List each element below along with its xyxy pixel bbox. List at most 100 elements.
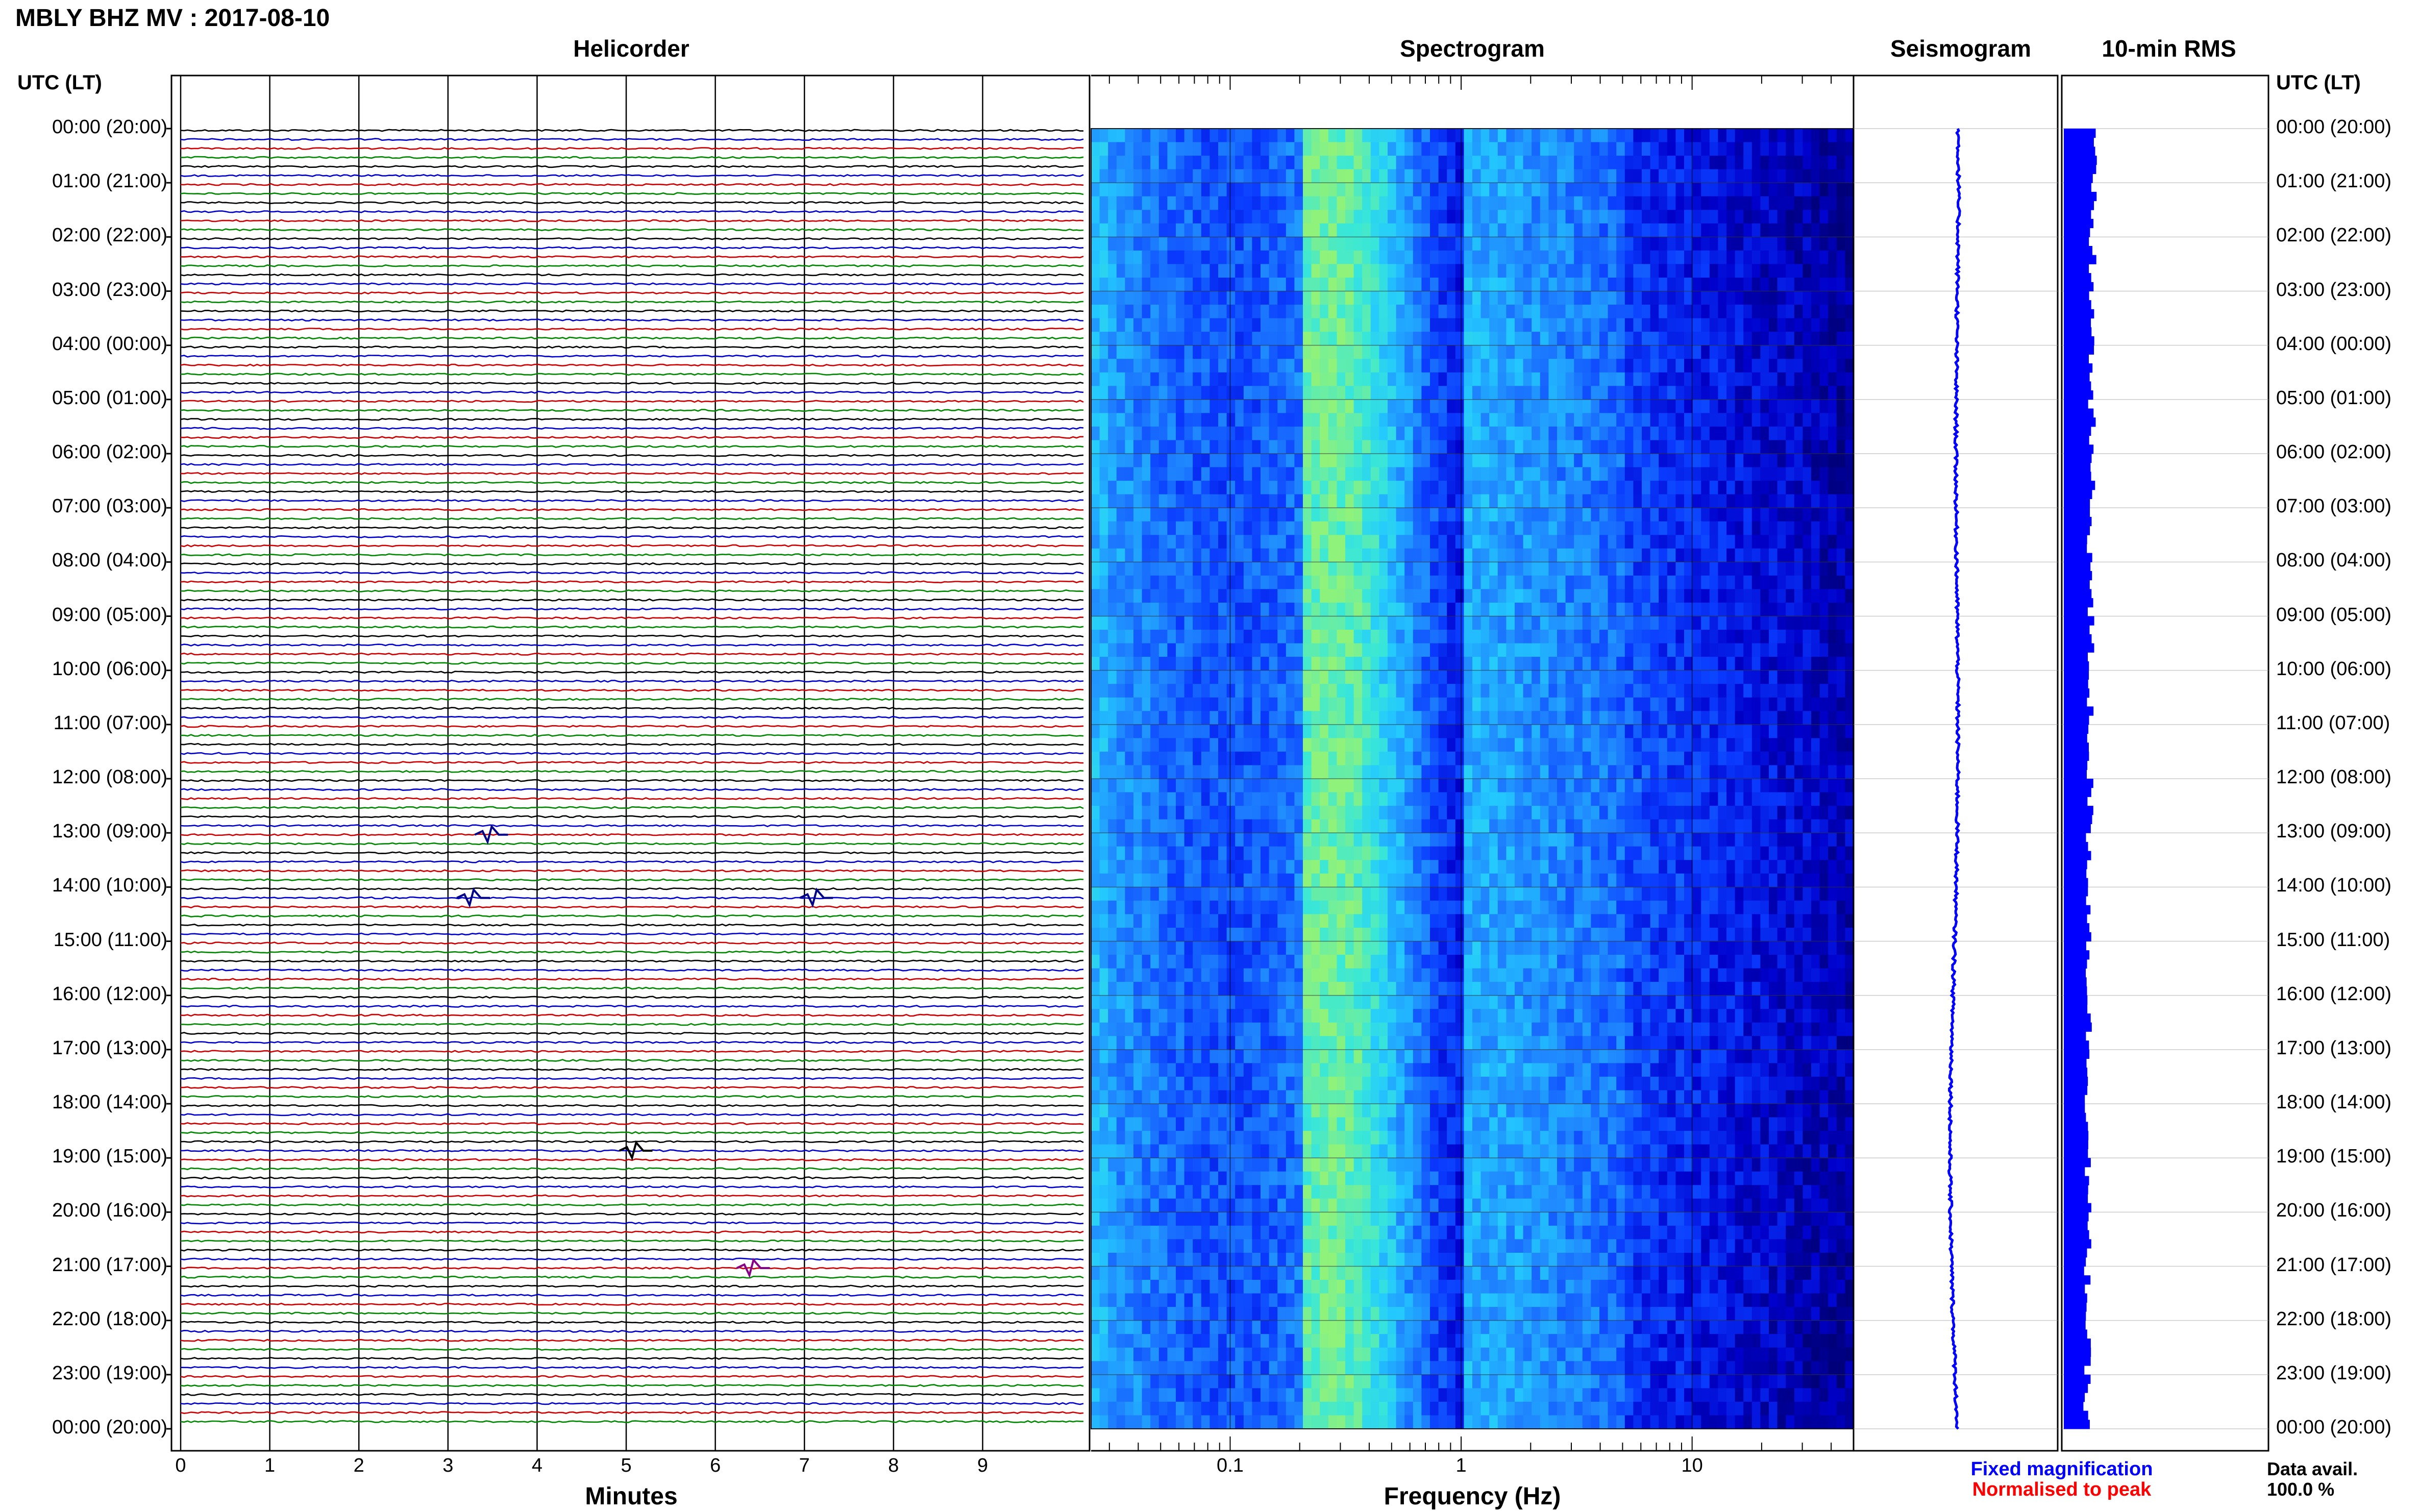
- spectrogram-cell: [1735, 156, 1744, 170]
- spectrogram-cell: [1599, 426, 1609, 440]
- spectrogram-cell: [1201, 467, 1210, 481]
- spectrogram-cell: [1116, 548, 1125, 562]
- spectrogram-cell: [1548, 237, 1558, 251]
- spectrogram-cell: [1777, 250, 1786, 264]
- spectrogram-cell: [1709, 196, 1718, 210]
- spectrogram-cell: [1176, 440, 1185, 454]
- spectrogram-cell: [1642, 345, 1651, 359]
- spectrogram-cell: [1582, 616, 1591, 630]
- spectrogram-cell: [1743, 237, 1752, 251]
- spectrogram-cell: [1667, 169, 1676, 183]
- spectrogram-cell: [1447, 372, 1456, 386]
- spectrogram-cell: [1760, 426, 1769, 440]
- spectrogram-cell: [1557, 142, 1566, 156]
- spectrogram-cell: [1743, 386, 1752, 400]
- spectrogram-cell: [1438, 643, 1447, 657]
- spectrogram-cell: [1616, 792, 1625, 806]
- spectrogram-cell: [1819, 305, 1829, 319]
- spectrogram-cell: [1294, 169, 1303, 183]
- spectrogram-cell: [1388, 210, 1397, 224]
- spectrogram-cell: [1828, 481, 1837, 495]
- spectrogram-cell: [1751, 291, 1761, 305]
- spectrogram-cell: [1667, 684, 1676, 698]
- spectrogram-cell: [1210, 305, 1219, 319]
- spectrogram-cell: [1455, 765, 1464, 779]
- spectrogram-cell: [1099, 399, 1108, 413]
- spectrogram-cell: [1819, 724, 1829, 738]
- spectrogram-cell: [1210, 399, 1219, 413]
- spectrogram-cell: [1819, 711, 1829, 725]
- spectrogram-cell: [1464, 603, 1473, 617]
- spectrogram-cell: [1235, 305, 1244, 319]
- spectrogram-cell: [1709, 481, 1718, 495]
- spectrogram-cell: [1226, 806, 1236, 820]
- spectrogram-cell: [1235, 278, 1244, 292]
- spectrogram-cell: [1243, 508, 1252, 522]
- spectrogram-cell: [1735, 196, 1744, 210]
- spectrogram-cell: [1277, 481, 1287, 495]
- spectrogram-cell: [1565, 494, 1574, 508]
- spectrogram-cell: [1235, 657, 1244, 671]
- spectrogram-cell: [1388, 440, 1397, 454]
- spectrogram-cell: [1277, 589, 1287, 603]
- spectrogram-cell: [1370, 223, 1379, 237]
- spectrogram-cell: [1218, 548, 1227, 562]
- spectrogram-cell: [1548, 305, 1558, 319]
- spectrogram-cell: [1286, 589, 1295, 603]
- spectrogram-cell: [1303, 237, 1312, 251]
- spectrogram-cell: [1591, 359, 1600, 373]
- spectrogram-cell: [1523, 562, 1532, 576]
- spectrogram-cell: [1751, 630, 1761, 644]
- spectrogram-cell: [1243, 724, 1252, 738]
- spectrogram-cell: [1142, 305, 1151, 319]
- spectrogram-cell: [1515, 372, 1524, 386]
- spectrogram-cell: [1261, 223, 1270, 237]
- spectrogram-cell: [1472, 142, 1482, 156]
- spectrogram-cell: [1464, 792, 1473, 806]
- spectrogram-cell: [1142, 562, 1151, 576]
- spectrogram-cell: [1591, 278, 1600, 292]
- spectrogram-cell: [1650, 765, 1659, 779]
- spectrogram-cell: [1599, 332, 1609, 346]
- spectrogram-cell: [1353, 548, 1363, 562]
- spectrogram-cell: [1277, 440, 1287, 454]
- spectrogram-cell: [1108, 575, 1117, 589]
- spectrogram-cell: [1574, 724, 1583, 738]
- spectrogram-cell: [1252, 426, 1261, 440]
- spectrogram-cell: [1379, 643, 1388, 657]
- spectrogram-cell: [1235, 535, 1244, 549]
- spectrogram-cell: [1438, 738, 1447, 752]
- spectrogram-cell: [1751, 223, 1761, 237]
- spectrogram-cell: [1836, 237, 1845, 251]
- spectrogram-cell: [1769, 657, 1778, 671]
- spectrogram-cell: [1557, 291, 1566, 305]
- spectrogram-cell: [1320, 508, 1329, 522]
- spectrogram-cell: [1413, 819, 1422, 833]
- spectrogram-cell: [1311, 603, 1320, 617]
- spectrogram-cell: [1523, 508, 1532, 522]
- spectrogram-cell: [1675, 359, 1685, 373]
- spectrogram-cell: [1819, 521, 1829, 535]
- spectrogram-cell: [1794, 278, 1803, 292]
- spectrogram-cell: [1252, 751, 1261, 765]
- spectrogram-cell: [1786, 359, 1795, 373]
- spectrogram-cell: [1421, 264, 1430, 278]
- spectrogram-cell: [1379, 142, 1388, 156]
- spectrogram-cell: [1261, 792, 1270, 806]
- spectrogram-cell: [1226, 169, 1236, 183]
- spectrogram-cell: [1243, 738, 1252, 752]
- spectrogram-cell: [1659, 711, 1668, 725]
- spectrogram-cell: [1353, 575, 1363, 589]
- spectrogram-cell: [1201, 670, 1210, 684]
- spectrogram-cell: [1404, 548, 1414, 562]
- spectrogram-cell: [1243, 345, 1252, 359]
- spectrogram-cell: [1176, 196, 1185, 210]
- spectrogram-cell: [1125, 305, 1134, 319]
- spectrogram-cell: [1599, 305, 1609, 319]
- spectrogram-cell: [1692, 711, 1701, 725]
- spectrogram-cell: [1176, 548, 1185, 562]
- spectrogram-cell: [1599, 833, 1609, 847]
- spectrogram-cell: [1557, 372, 1566, 386]
- spectrogram-cell: [1684, 359, 1693, 373]
- spectrogram-cell: [1591, 548, 1600, 562]
